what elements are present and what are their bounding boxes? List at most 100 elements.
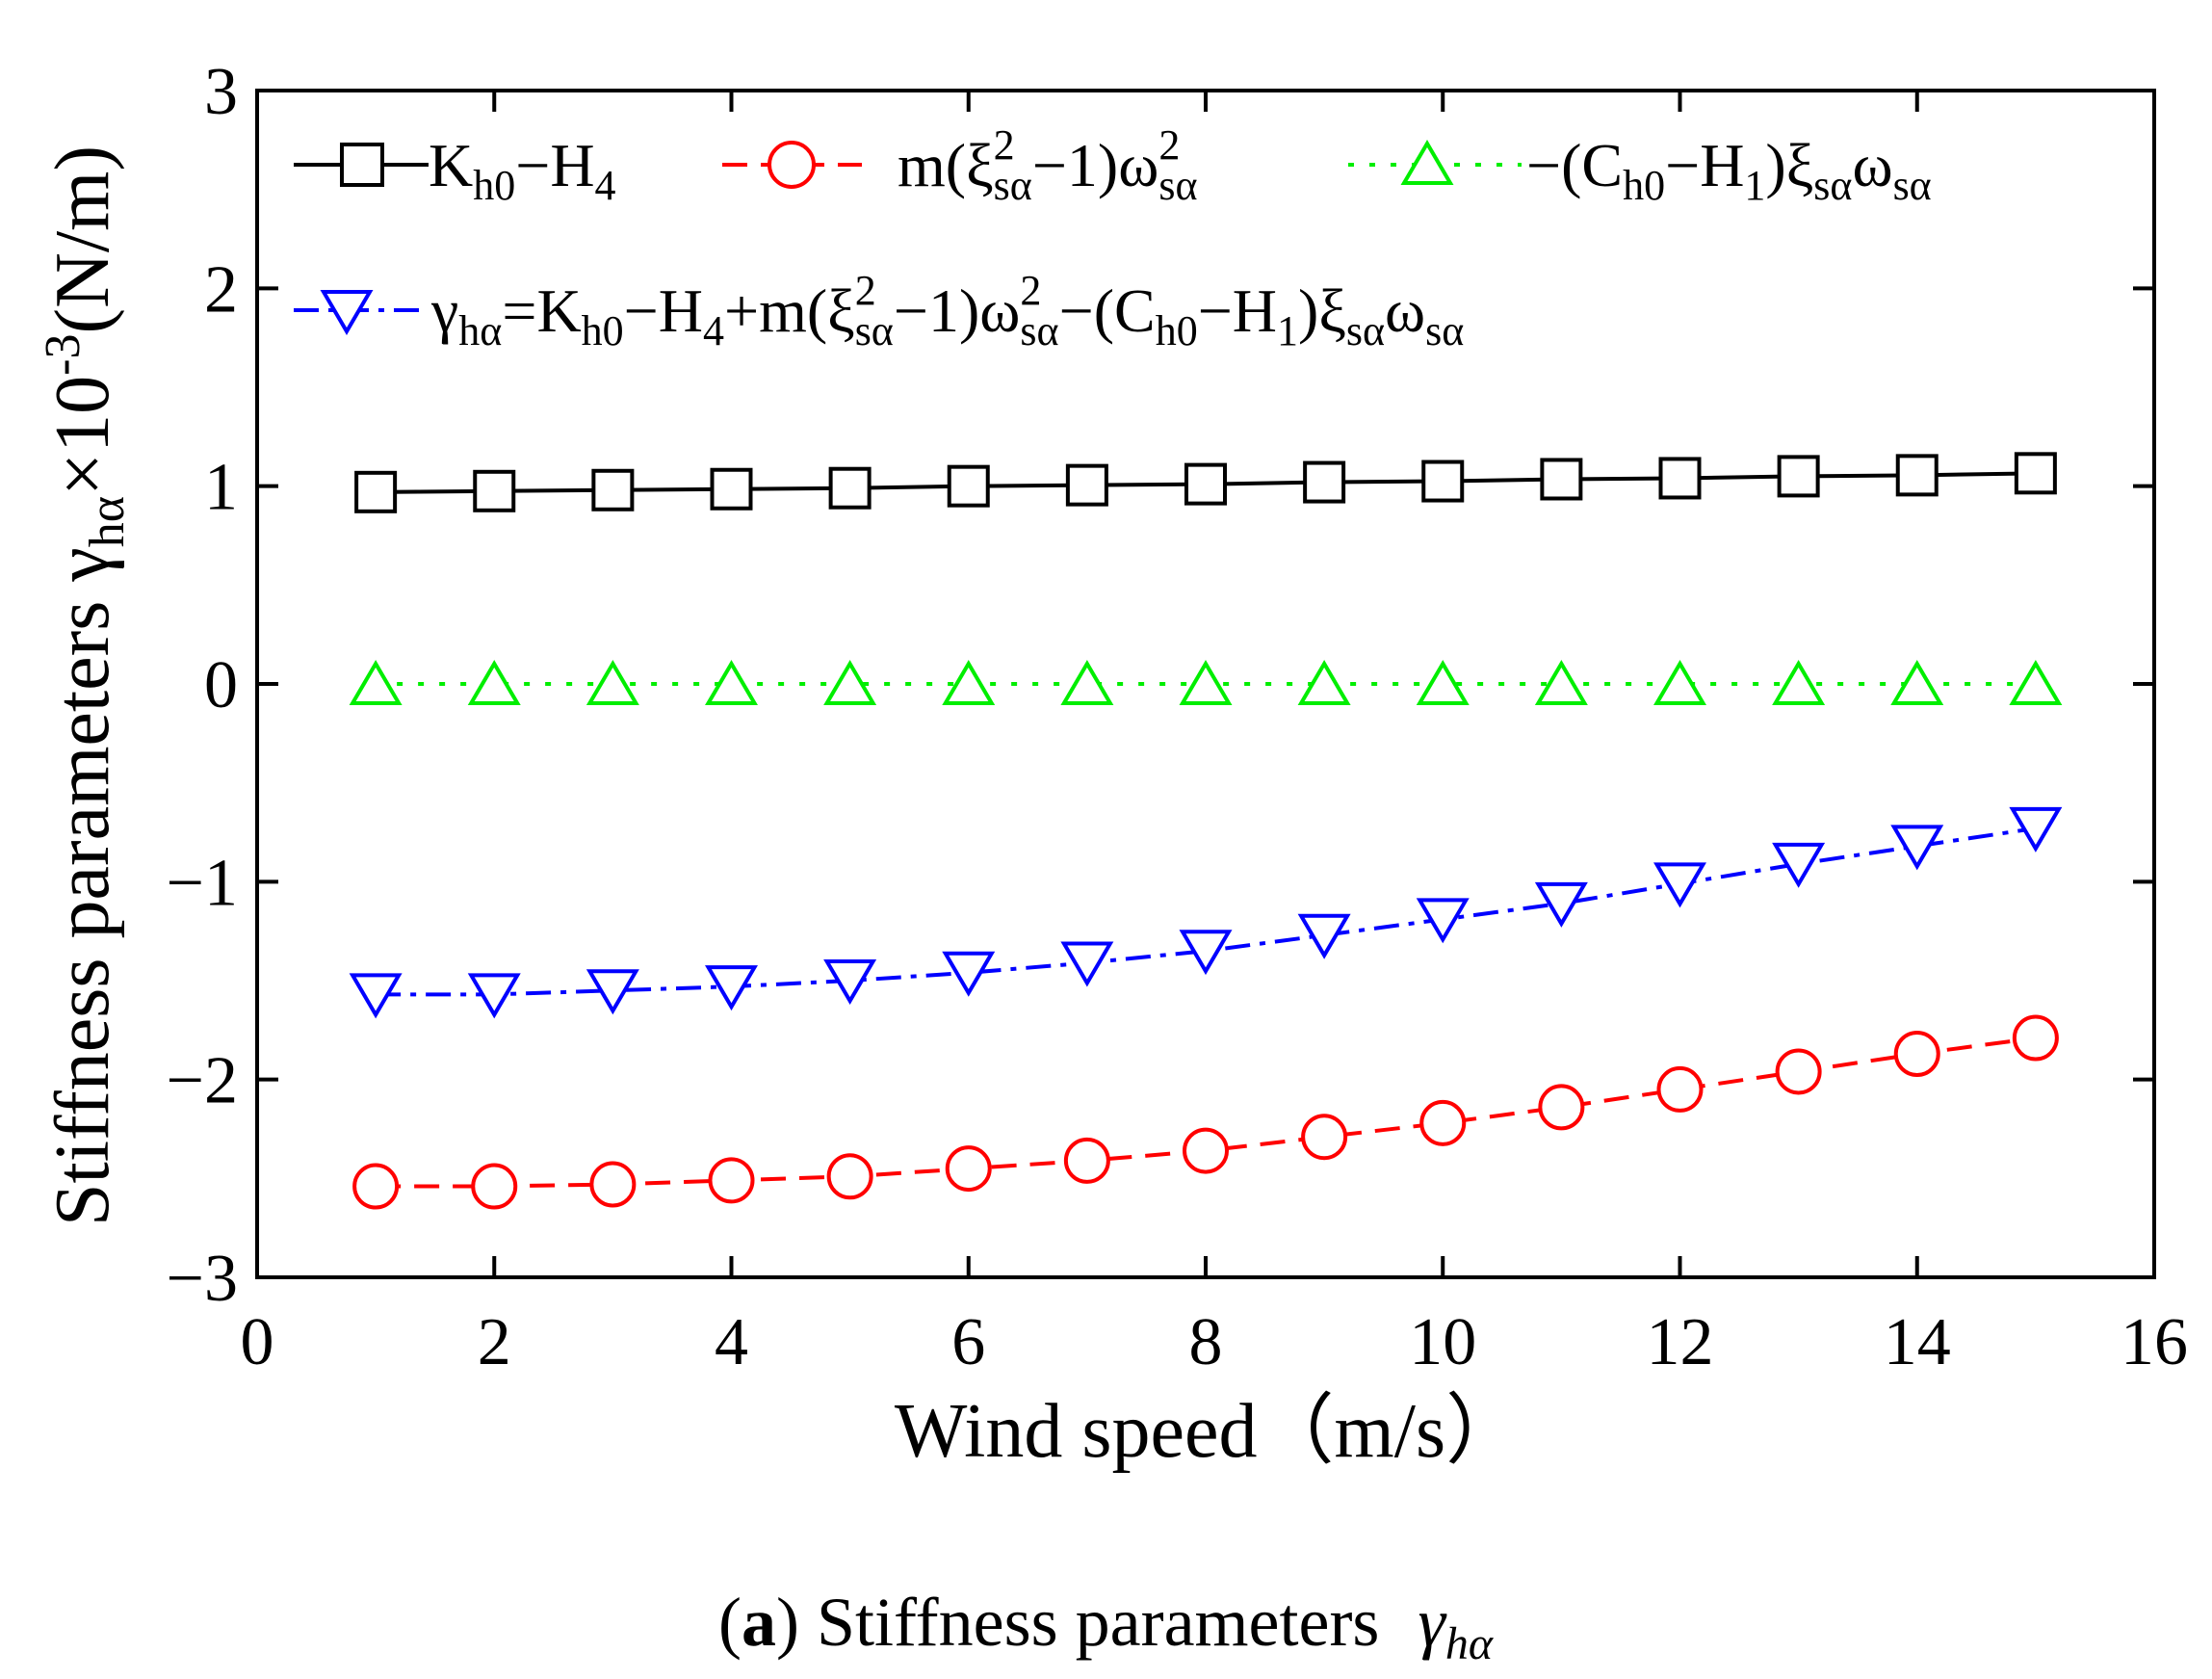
data-point-triangle-up <box>1179 660 1233 705</box>
data-point-triangle-down <box>2009 806 2063 853</box>
data-point-triangle-down <box>823 959 877 1005</box>
y-tick-label: 0 <box>204 648 238 722</box>
data-series-layer <box>349 452 2063 1210</box>
data-point-triangle-down <box>1534 881 1588 928</box>
data-point-triangle-up <box>823 660 877 705</box>
data-point-square <box>710 467 753 511</box>
legend-label-1: Kh0−H4 <box>429 131 616 209</box>
y-axis-ticks: 3 2 1 0 −1 −2 −3 <box>167 55 2154 1316</box>
legend-entry-4: γhα=Kh0−H4+m(ξ2 sα−1)ω2 sα−(Ch0−H1)ξsαωsα <box>294 267 1464 354</box>
y-tick-label: 3 <box>204 55 238 129</box>
data-point-circle <box>1063 1137 1110 1184</box>
legend-marker-circle <box>768 141 816 189</box>
y-label-sub: hα <box>80 496 135 547</box>
legend-label-4: γhα=Kh0−H4+m(ξ2 sα−1)ω2 sα−(Ch0−H1)ξsαωsα <box>430 267 1464 354</box>
data-point-triangle-down <box>586 969 639 1015</box>
x-tick-label: 0 <box>241 1305 274 1379</box>
data-point-circle <box>1656 1065 1704 1113</box>
y-tick-label: −1 <box>167 846 238 920</box>
data-point-square <box>354 470 398 513</box>
data-point-triangle-up <box>2009 660 2063 705</box>
x-tick-label: 6 <box>951 1305 985 1379</box>
data-point-circle <box>1775 1048 1822 1095</box>
data-point-square <box>2014 452 2057 495</box>
data-point-square <box>1303 460 1346 504</box>
data-point-triangle-down <box>1060 941 1114 987</box>
data-point-circle <box>1893 1030 1940 1077</box>
data-point-triangle-down <box>1179 930 1233 976</box>
y-tick-label: 1 <box>204 451 238 525</box>
data-point-triangle-up <box>1653 660 1706 705</box>
data-point-triangle-up <box>1890 660 1944 705</box>
data-point-square <box>1540 458 1583 501</box>
legend-marker-triangle-up <box>1400 140 1454 185</box>
data-point-triangle-up <box>1772 660 1826 705</box>
data-point-square <box>947 464 990 508</box>
data-point-square <box>1421 459 1465 503</box>
data-point-circle <box>1183 1127 1229 1174</box>
data-point-triangle-up <box>349 660 403 705</box>
data-point-circle <box>1301 1114 1348 1161</box>
data-point-square <box>591 468 635 512</box>
data-point-circle <box>352 1163 400 1210</box>
data-point-triangle-down <box>349 973 403 1019</box>
data-point-circle <box>1538 1084 1585 1131</box>
y-label-gamma: γ <box>40 547 125 582</box>
x-axis-ticks: 0 2 4 6 8 10 12 14 16 <box>241 91 2188 1379</box>
y-tick-label: 2 <box>204 252 238 327</box>
data-point-circle <box>1419 1099 1467 1146</box>
legend: Kh0−H4 m(ξ2 sα−1)ω2 sα −(Ch0−H1)ξsαωsα γhα… <box>294 121 1932 354</box>
data-point-triangle-up <box>1060 660 1114 705</box>
data-point-square <box>1777 455 1820 498</box>
caption-label: a <box>742 1584 776 1661</box>
figure-caption: (a) Stiffness parameters γhα <box>718 1584 1494 1669</box>
y-tick-label: −2 <box>167 1044 238 1118</box>
y-tick-label: −3 <box>167 1242 238 1316</box>
data-point-triangle-up <box>1297 660 1351 705</box>
data-point-triangle-up <box>467 660 521 705</box>
legend-marker-square <box>340 143 384 187</box>
y-label-multiplier: ×10 <box>40 376 125 496</box>
data-point-triangle-down <box>705 965 758 1011</box>
data-point-triangle-down <box>1416 898 1470 944</box>
legend-marker-triangle-down <box>320 290 374 335</box>
data-point-triangle-up <box>1534 660 1588 705</box>
x-tick-label: 12 <box>1647 1305 1714 1379</box>
caption-symbol: γ <box>1418 1584 1446 1661</box>
x-tick-label: 14 <box>1884 1305 1951 1379</box>
data-point-circle <box>471 1163 518 1210</box>
data-point-triangle-up <box>586 660 639 705</box>
legend-entry-2: m(ξ2 sα−1)ω2 sα <box>722 121 1198 209</box>
data-point-triangle-down <box>1297 913 1351 959</box>
y-axis-label: Stiffness parameters γhα×10-3(N/m) <box>36 145 135 1226</box>
y-label-exponent: -3 <box>36 334 91 376</box>
x-tick-label: 10 <box>1409 1305 1476 1379</box>
data-point-triangle-down <box>467 973 521 1019</box>
data-point-circle <box>2012 1014 2059 1062</box>
data-point-square <box>1895 454 1939 497</box>
data-point-triangle-up <box>942 660 996 705</box>
series-line-4 <box>376 826 2037 997</box>
data-point-triangle-down <box>1890 825 1944 871</box>
data-point-circle <box>708 1157 755 1204</box>
data-point-triangle-down <box>1653 862 1706 908</box>
data-point-square <box>828 466 872 510</box>
data-point-triangle-down <box>1772 842 1826 888</box>
legend-label-2: m(ξ2 sα−1)ω2 sα <box>898 121 1198 209</box>
data-point-square <box>1065 463 1108 507</box>
y-label-text: Stiffness parameters <box>40 582 125 1226</box>
legend-entry-1: Kh0−H4 <box>294 131 616 209</box>
x-tick-label: 4 <box>715 1305 748 1379</box>
caption-symbol-sub: hα <box>1445 1618 1494 1669</box>
x-tick-label: 16 <box>2121 1305 2188 1379</box>
data-point-circle <box>826 1153 873 1200</box>
data-point-square <box>1184 462 1227 506</box>
x-tick-label: 8 <box>1189 1305 1223 1379</box>
legend-label-3: −(Ch0−H1)ξsαωsα <box>1526 131 1932 209</box>
data-point-triangle-up <box>1416 660 1470 705</box>
data-point-circle <box>589 1161 637 1208</box>
x-axis-label: Wind speed（m/s） <box>895 1389 1522 1474</box>
legend-entry-3: −(Ch0−H1)ξsαωsα <box>1348 131 1932 209</box>
y-label-unit: (N/m) <box>40 145 125 334</box>
